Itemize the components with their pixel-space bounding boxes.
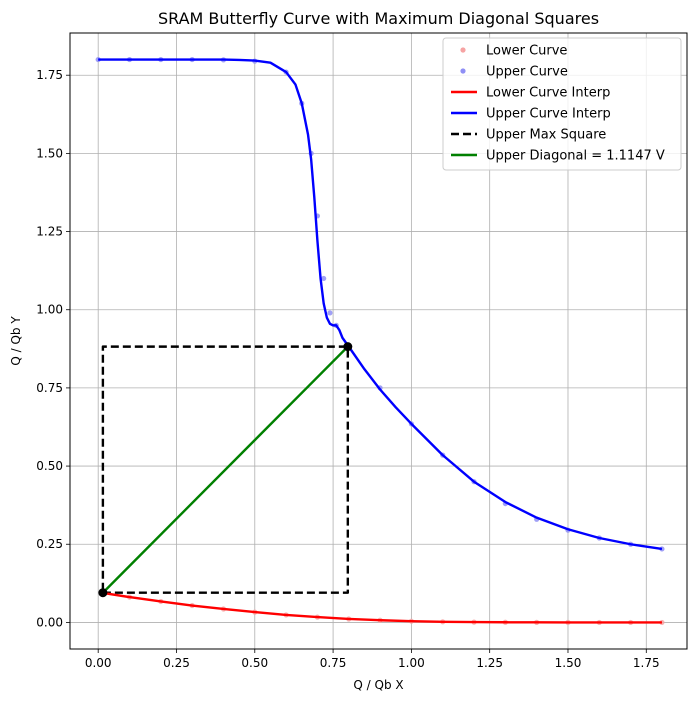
legend-entry: Upper Curve bbox=[486, 65, 568, 80]
x-tick-label: 0.00 bbox=[85, 656, 112, 670]
x-tick-label: 1.50 bbox=[555, 656, 582, 670]
y-tick-label: 0.50 bbox=[36, 459, 63, 473]
legend-marker bbox=[460, 68, 466, 74]
x-tick-label: 1.75 bbox=[633, 656, 660, 670]
y-tick-label: 0.00 bbox=[36, 615, 63, 629]
x-axis-label: Q / Qb X bbox=[353, 678, 403, 692]
series-layer bbox=[95, 56, 665, 626]
y-tick-label: 0.75 bbox=[36, 381, 63, 395]
legend-marker bbox=[460, 47, 466, 53]
series-line bbox=[101, 345, 350, 594]
y-tick-label: 1.50 bbox=[36, 146, 63, 160]
legend-box bbox=[442, 37, 682, 171]
data-point bbox=[327, 310, 333, 316]
data-point bbox=[95, 56, 101, 63]
legend-entry: Upper Diagonal = 1.1147 V bbox=[486, 149, 665, 164]
y-tick-label: 1.75 bbox=[36, 68, 63, 82]
series-line bbox=[98, 58, 663, 551]
data-point bbox=[321, 275, 327, 282]
x-tick-label: 1.00 bbox=[398, 656, 425, 670]
legend-entry: Upper Curve Interp bbox=[486, 107, 611, 122]
square-corner-point bbox=[343, 342, 353, 352]
x-tick-label: 0.75 bbox=[320, 656, 347, 670]
ticks: 0.00 0.25 0.50 0.75 1.00 1.25 1.50 1.75 0.00 0.25… bbox=[36, 68, 659, 670]
y-tick-label: 1.00 bbox=[36, 303, 63, 317]
y-tick-label: 0.25 bbox=[36, 537, 63, 551]
series-line bbox=[101, 591, 662, 624]
legend-entry: Upper Max Square bbox=[486, 128, 606, 143]
chart-title: SRAM Butterfly Curve with Maximum Diagon… bbox=[158, 9, 599, 28]
data-point bbox=[659, 619, 665, 626]
x-tick-label: 0.50 bbox=[241, 656, 268, 670]
legend-entry: Lower Curve bbox=[486, 44, 567, 59]
y-axis-label: Q / Qb Y bbox=[9, 316, 23, 366]
legend-entry: Lower Curve Interp bbox=[486, 86, 610, 101]
legend: Lower Curve Upper Curve Lower Curve Interp… bbox=[442, 37, 682, 171]
square-corner-point bbox=[98, 588, 108, 598]
series-line bbox=[102, 345, 349, 594]
x-tick-label: 1.25 bbox=[476, 656, 503, 670]
x-tick-label: 0.25 bbox=[163, 656, 190, 670]
y-tick-label: 1.25 bbox=[36, 225, 63, 239]
plot-area-frame bbox=[69, 32, 688, 650]
